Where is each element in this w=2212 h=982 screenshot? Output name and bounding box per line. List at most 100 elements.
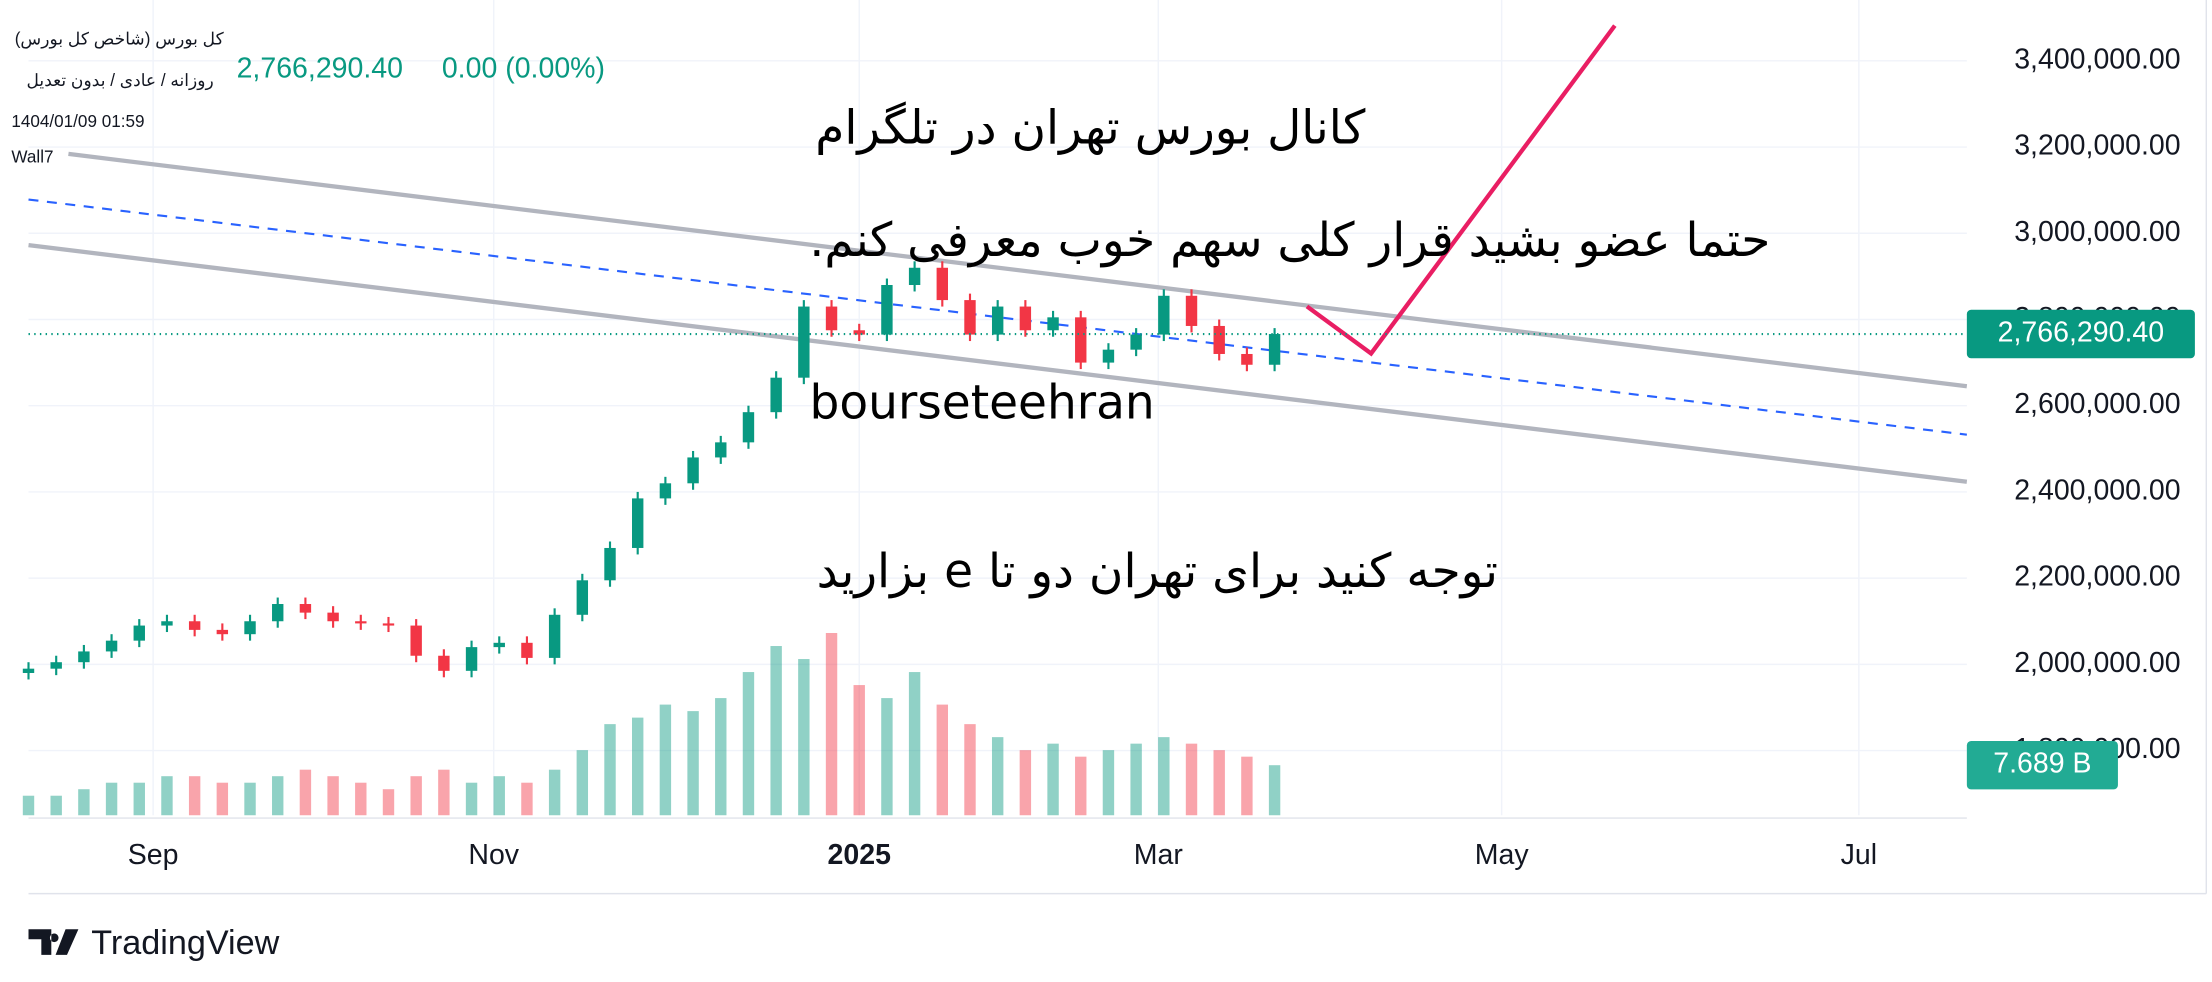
candle-body xyxy=(493,642,505,648)
volume-bar xyxy=(548,769,561,816)
user: Wall7 xyxy=(11,148,53,167)
candle-body xyxy=(1241,353,1253,365)
y-tick-label: 2,200,000.00 xyxy=(2014,561,2180,593)
volume-bar xyxy=(632,717,644,816)
projection-path xyxy=(1305,24,1617,357)
timestamp: 1404/01/09 01:59 xyxy=(11,112,144,131)
volume-bar xyxy=(465,782,478,816)
candle-body xyxy=(1019,306,1032,331)
candle-body xyxy=(742,412,755,443)
header-price: 2,766,290.40 xyxy=(237,52,403,84)
candle-body xyxy=(299,604,312,613)
volume-bar xyxy=(382,789,395,816)
candle-body xyxy=(521,642,533,658)
candle-body xyxy=(382,623,395,626)
candle-body xyxy=(687,457,699,484)
brand-logo xyxy=(28,929,79,955)
candle-body xyxy=(50,662,62,669)
candle-body xyxy=(1213,325,1225,354)
candle-body xyxy=(22,668,35,673)
candle-body xyxy=(770,377,782,413)
brand: TradingView xyxy=(91,924,279,962)
volume-bar xyxy=(964,724,976,816)
candle-body xyxy=(105,640,118,652)
x-tick-label: Jul xyxy=(1841,839,1877,871)
volume-bar xyxy=(1268,765,1281,816)
candle-body xyxy=(1047,317,1059,331)
y-tick-label: 3,400,000.00 xyxy=(2014,43,2180,75)
candle-body xyxy=(1268,334,1281,365)
candle-body xyxy=(825,306,838,331)
volume-bar xyxy=(105,782,118,816)
volume-bar xyxy=(1158,737,1170,816)
x-tick-label: 2025 xyxy=(828,839,892,871)
volume-label: 7.689 B xyxy=(1993,748,2091,780)
volume-bar xyxy=(770,646,782,816)
volume-bar xyxy=(521,782,533,816)
candle-layer xyxy=(22,261,1281,680)
volume-bar xyxy=(161,776,173,816)
candle-body xyxy=(216,629,229,635)
volume-bar xyxy=(881,698,893,816)
candle-body xyxy=(1102,349,1115,363)
volume-bar xyxy=(216,782,229,816)
x-tick-label: Nov xyxy=(468,839,519,871)
candle-body xyxy=(272,604,284,622)
candle-body xyxy=(964,300,976,335)
candle-body xyxy=(1130,334,1142,350)
symbol: کل بورس (شاخص کل بورس) xyxy=(15,29,225,49)
volume-bar xyxy=(50,795,62,816)
volume-bar xyxy=(991,737,1004,816)
volume-bar xyxy=(742,672,755,816)
candle-body xyxy=(438,655,450,671)
candle-body xyxy=(244,621,256,635)
y-tick-label: 3,200,000.00 xyxy=(2014,130,2180,162)
volume-bar xyxy=(1213,750,1225,816)
volume-bar xyxy=(1185,743,1198,816)
channel-line xyxy=(28,243,1968,484)
candle-body xyxy=(1075,317,1087,363)
candle-body xyxy=(936,267,949,301)
volume-bar xyxy=(1075,756,1087,816)
channel-line xyxy=(68,151,1968,389)
volume-bar xyxy=(272,776,284,816)
volume-bar xyxy=(355,782,367,816)
candle-body xyxy=(908,267,921,286)
candle-body xyxy=(410,625,422,656)
candle-body xyxy=(355,621,367,624)
candle-body xyxy=(853,330,865,335)
volume-bar xyxy=(908,672,921,816)
candle-body xyxy=(798,306,810,378)
last-price-box xyxy=(1966,309,2195,359)
volume-bar xyxy=(1019,750,1032,816)
grid xyxy=(28,0,1967,816)
x-tick-label: Mar xyxy=(1134,839,1184,871)
y-tick-label: 2,600,000.00 xyxy=(2014,388,2180,420)
volume-layer xyxy=(22,633,1281,816)
volume-bar xyxy=(798,659,810,816)
last-price-label: 2,766,290.40 xyxy=(1998,317,2164,349)
volume-box xyxy=(1966,740,2118,790)
candle-body xyxy=(1185,295,1198,326)
y-tick-label: 2,000,000.00 xyxy=(2014,647,2180,679)
volume-bar xyxy=(1130,743,1142,816)
x-tick-label: May xyxy=(1475,839,1530,871)
candle-body xyxy=(881,285,893,335)
volume-bar xyxy=(438,769,450,816)
volume-bar xyxy=(22,795,35,816)
volume-bar xyxy=(133,782,145,816)
candle-body xyxy=(188,621,201,630)
annotation: کانال بورس تهران در تلگرام xyxy=(815,101,1366,156)
volume-bar xyxy=(299,769,312,816)
volume-bar xyxy=(1241,756,1253,816)
candle-body xyxy=(991,306,1004,335)
volume-bar xyxy=(604,724,616,816)
candle-body xyxy=(161,621,173,626)
volume-bar xyxy=(825,633,838,816)
volume-bar xyxy=(576,750,589,816)
x-tick-label: Sep xyxy=(128,839,179,871)
volume-bar xyxy=(188,776,201,816)
y-tick-label: 3,000,000.00 xyxy=(2014,216,2180,248)
candle-body xyxy=(133,625,145,641)
